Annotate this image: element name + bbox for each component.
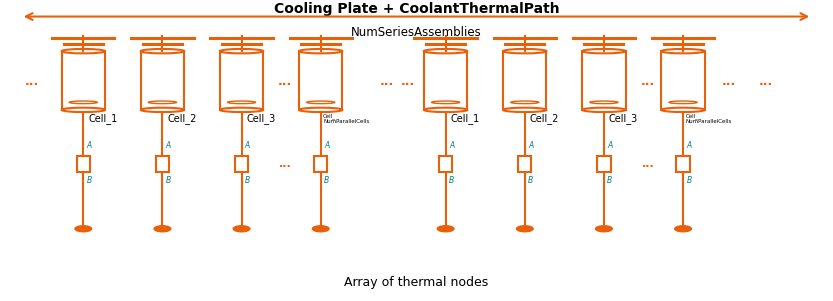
- Bar: [314, 156, 327, 172]
- Text: B: B: [245, 176, 250, 185]
- Circle shape: [75, 226, 92, 232]
- Text: A: A: [449, 141, 454, 150]
- Text: A: A: [686, 141, 691, 150]
- Circle shape: [516, 226, 533, 232]
- Text: ...: ...: [641, 75, 656, 88]
- Text: A: A: [87, 141, 92, 150]
- Text: Cell_
NumParallelCells: Cell_ NumParallelCells: [686, 113, 732, 124]
- Text: Cell_
NumParallelCells: Cell_ NumParallelCells: [323, 113, 370, 124]
- Text: B: B: [607, 176, 612, 185]
- Text: A: A: [607, 141, 612, 150]
- Bar: [676, 156, 690, 172]
- Text: ...: ...: [641, 159, 655, 169]
- Text: B: B: [449, 176, 454, 185]
- Circle shape: [437, 226, 454, 232]
- Text: Cell_1: Cell_1: [451, 113, 480, 124]
- Text: ...: ...: [278, 159, 292, 169]
- Circle shape: [675, 226, 691, 232]
- Text: Cell_1: Cell_1: [88, 113, 117, 124]
- Circle shape: [312, 226, 329, 232]
- Text: ...: ...: [24, 75, 39, 88]
- Bar: [597, 156, 611, 172]
- Text: B: B: [528, 176, 533, 185]
- Text: A: A: [166, 141, 171, 150]
- Text: B: B: [166, 176, 171, 185]
- Text: A: A: [245, 141, 250, 150]
- Text: A: A: [324, 141, 329, 150]
- Text: ...: ...: [721, 75, 736, 88]
- Text: B: B: [686, 176, 691, 185]
- Text: B: B: [324, 176, 329, 185]
- Text: Array of thermal nodes: Array of thermal nodes: [344, 276, 489, 289]
- Text: ...: ...: [759, 75, 774, 88]
- Bar: [518, 156, 531, 172]
- Text: Cell_3: Cell_3: [609, 113, 638, 124]
- Text: NumSeriesAssemblies: NumSeriesAssemblies: [352, 26, 481, 39]
- Bar: [156, 156, 169, 172]
- Text: Cell_2: Cell_2: [530, 113, 559, 124]
- Text: ...: ...: [380, 75, 395, 88]
- Circle shape: [596, 226, 612, 232]
- Text: B: B: [87, 176, 92, 185]
- Text: Cell_2: Cell_2: [167, 113, 197, 124]
- Text: Cell_3: Cell_3: [247, 113, 276, 124]
- Circle shape: [154, 226, 171, 232]
- Bar: [77, 156, 90, 172]
- Text: Cooling Plate + CoolantThermalPath: Cooling Plate + CoolantThermalPath: [274, 2, 559, 16]
- Bar: [235, 156, 248, 172]
- Text: ...: ...: [277, 75, 292, 88]
- Circle shape: [233, 226, 250, 232]
- Text: ...: ...: [401, 75, 416, 88]
- Text: A: A: [528, 141, 533, 150]
- Bar: [439, 156, 452, 172]
